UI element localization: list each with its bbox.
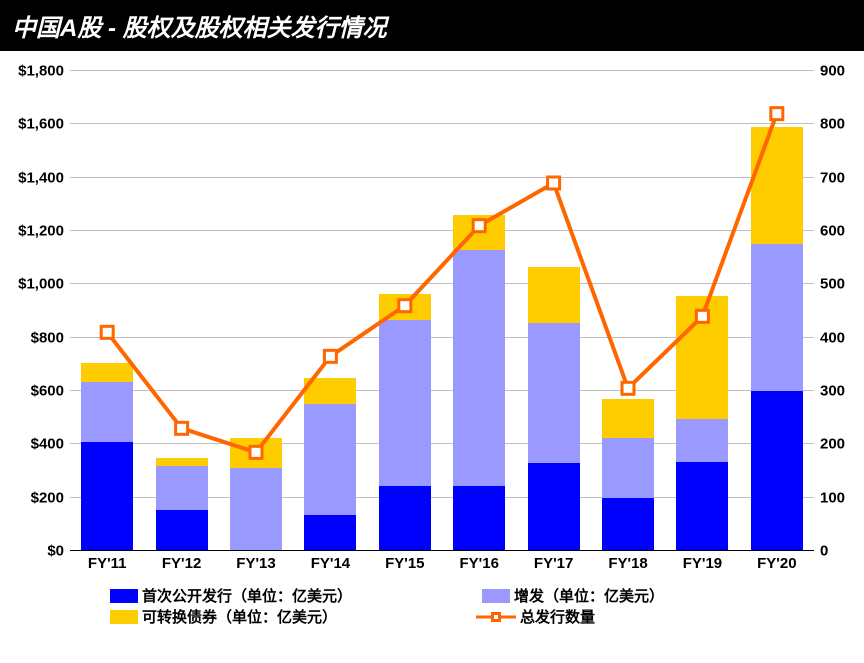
legend-item-seo: 增发（单位：亿美元） [442, 585, 814, 606]
bar-group [70, 71, 144, 551]
legend-item-count: 总发行数量 [442, 606, 814, 627]
x-tick-label: FY'19 [665, 555, 739, 585]
chart-container: 中国A股 - 股权及股权相关发行情况 $0 $200 $400 $600 $800 $1,… [0, 0, 864, 663]
bar-seg-seo [528, 323, 580, 463]
y-right-tick: 300 [820, 383, 845, 400]
title-bar: 中国A股 - 股权及股权相关发行情况 [0, 0, 864, 51]
bar-seg-seo [156, 466, 208, 510]
bar-group [293, 71, 367, 551]
bar-seg-cb [676, 296, 728, 419]
bar-seg-ipo [751, 391, 803, 551]
y-left-tick: $600 [31, 383, 64, 400]
x-tick-label: FY'11 [70, 555, 144, 585]
bar-seg-cb [453, 215, 505, 250]
chart-area: $0 $200 $400 $600 $800 $1,000 $1,200 $1,400 $1,6… [0, 51, 864, 631]
y-left-tick: $200 [31, 489, 64, 506]
bar-seg-ipo [453, 486, 505, 551]
y-left-tick: $1,000 [18, 276, 64, 293]
bar-seg-seo [602, 438, 654, 498]
bar-seg-ipo [156, 510, 208, 551]
y-right-tick: 200 [820, 436, 845, 453]
x-tick-label: FY'20 [740, 555, 814, 585]
bar-seg-seo [751, 244, 803, 391]
bar-seg-ipo [602, 498, 654, 551]
bar-seg-cb [528, 267, 580, 323]
x-tick-label: FY'17 [516, 555, 590, 585]
y-left-tick: $1,800 [18, 63, 64, 80]
y-left-tick: $1,600 [18, 116, 64, 133]
y-left-tick: $1,200 [18, 223, 64, 240]
legend-item-cb: 可转换债券（单位：亿美元） [70, 606, 442, 627]
legend-swatch [110, 589, 138, 603]
x-tick-label: FY'13 [219, 555, 293, 585]
bar-seg-seo [304, 404, 356, 515]
bar-seg-ipo [304, 515, 356, 551]
bar-group [442, 71, 516, 551]
bar-seg-ipo [528, 463, 580, 551]
y-axis-right: 0100200300400500600700800900 [814, 71, 864, 551]
bar-group [591, 71, 665, 551]
bar-group [368, 71, 442, 551]
bar-seg-ipo [676, 462, 728, 551]
bar-seg-cb [751, 127, 803, 244]
bar-group [144, 71, 218, 551]
bar-seg-ipo [81, 442, 133, 551]
x-axis-line [70, 550, 814, 551]
legend-swatch [482, 589, 510, 603]
x-tick-label: FY'16 [442, 555, 516, 585]
y-right-tick: 600 [820, 223, 845, 240]
y-right-tick: 500 [820, 276, 845, 293]
legend-label: 增发（单位：亿美元） [514, 585, 664, 606]
bar-seg-seo [230, 468, 282, 551]
x-tick-label: FY'15 [368, 555, 442, 585]
chart-title: 中国A股 - 股权及股权相关发行情况 [12, 15, 387, 42]
plot-area [70, 71, 814, 551]
x-axis-labels: FY'11FY'12FY'13FY'14FY'15FY'16FY'17FY'18… [70, 555, 814, 585]
bar-seg-cb [81, 363, 133, 382]
bar-group [740, 71, 814, 551]
y-left-tick: $800 [31, 329, 64, 346]
legend-label: 总发行数量 [520, 606, 595, 627]
legend-label: 可转换债券（单位：亿美元） [142, 606, 337, 627]
y-right-tick: 400 [820, 329, 845, 346]
bar-seg-cb [156, 458, 208, 466]
legend-item-ipo: 首次公开发行（单位：亿美元） [70, 585, 442, 606]
bar-seg-seo [81, 382, 133, 442]
x-tick-label: FY'18 [591, 555, 665, 585]
bar-seg-cb [602, 399, 654, 438]
y-right-tick: 100 [820, 489, 845, 506]
bar-seg-seo [453, 250, 505, 486]
bar-seg-cb [379, 294, 431, 321]
y-right-tick: 700 [820, 169, 845, 186]
y-right-tick: 900 [820, 63, 845, 80]
legend-swatch [110, 610, 138, 624]
y-left-tick: $400 [31, 436, 64, 453]
y-left-tick: $0 [47, 543, 64, 560]
bar-seg-ipo [379, 486, 431, 551]
x-tick-label: FY'12 [144, 555, 218, 585]
x-tick-label: FY'14 [293, 555, 367, 585]
bar-seg-cb [304, 378, 356, 405]
y-axis-left: $0$200$400$600$800$1,000$1,200$1,400$1,6… [0, 71, 70, 551]
bar-seg-seo [676, 419, 728, 462]
legend-label: 首次公开发行（单位：亿美元） [142, 585, 352, 606]
bar-group [219, 71, 293, 551]
bar-seg-seo [379, 320, 431, 485]
bar-groups [70, 71, 814, 551]
bar-seg-cb [230, 438, 282, 469]
legend-swatch-line [476, 609, 516, 625]
bar-group [665, 71, 739, 551]
y-right-tick: 800 [820, 116, 845, 133]
y-right-tick: 0 [820, 543, 828, 560]
y-left-tick: $1,400 [18, 169, 64, 186]
bar-group [516, 71, 590, 551]
legend: 首次公开发行（单位：亿美元） 增发（单位：亿美元） 可转换债券（单位：亿美元） 总发行… [70, 585, 814, 627]
